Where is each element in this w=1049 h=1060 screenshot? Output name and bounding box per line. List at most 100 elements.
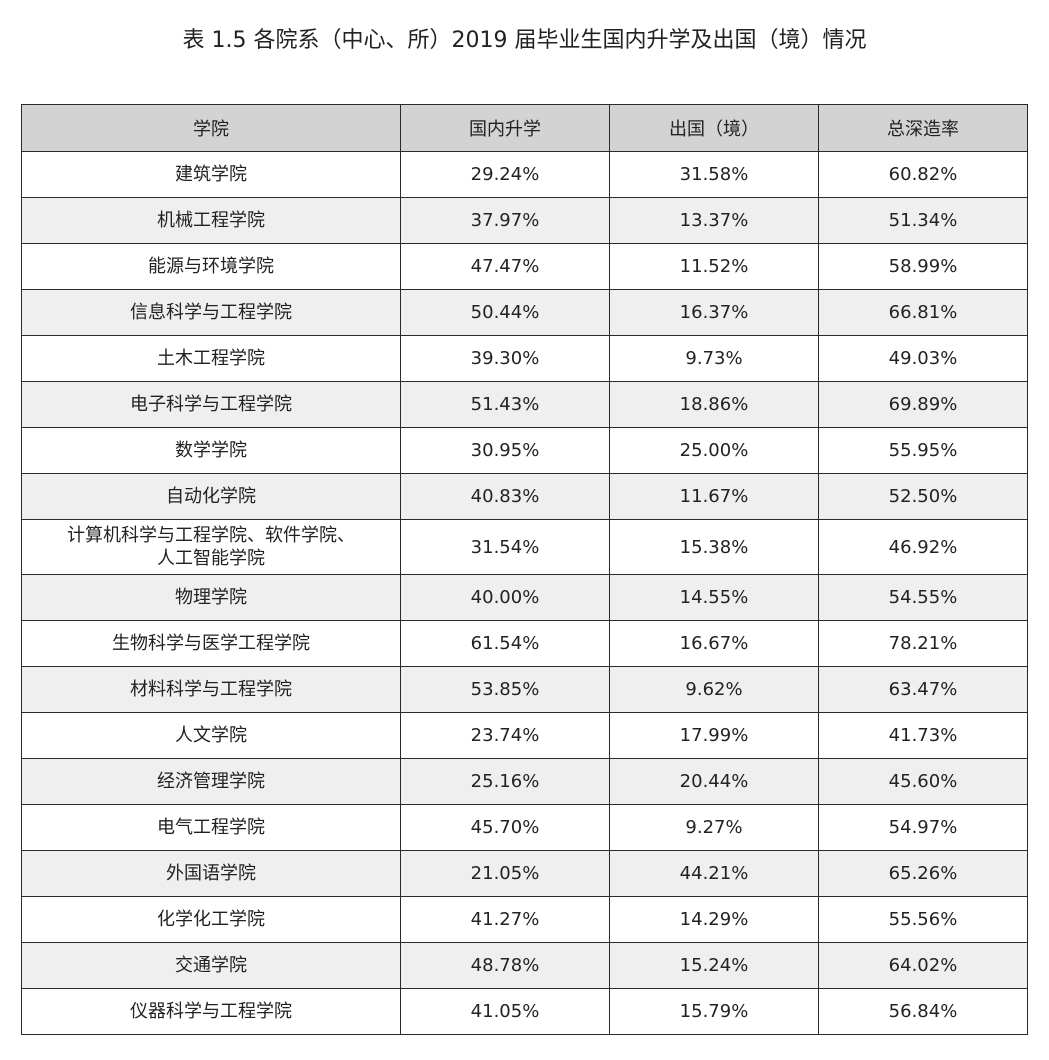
college-name: 数学学院: [175, 440, 247, 461]
cell-college: 数学学院: [21, 427, 401, 474]
cell-total: 46.92%: [818, 519, 1028, 575]
table-row: 化学化工学院 41.27% 14.29% 55.56%: [21, 896, 1028, 943]
cell-abroad: 15.79%: [609, 988, 819, 1035]
cell-domestic: 48.78%: [400, 942, 610, 989]
header-total: 总深造率: [818, 104, 1028, 152]
cell-abroad: 11.67%: [609, 473, 819, 520]
cell-total: 66.81%: [818, 289, 1028, 336]
cell-domestic: 41.05%: [400, 988, 610, 1035]
cell-college: 材料科学与工程学院: [21, 666, 401, 713]
table-row: 计算机科学与工程学院、软件学院、 人工智能学院 31.54% 15.38% 46.92%: [21, 519, 1028, 575]
cell-college: 经济管理学院: [21, 758, 401, 805]
table-title: 表 1.5 各院系（中心、所）2019 届毕业生国内升学及出国（境）情况: [182, 28, 867, 53]
graduate-study-table: 学院 国内升学 出国（境） 总深造率 建筑学院 29.24% 31.58% 60.82…: [21, 104, 1028, 1035]
cell-total: 56.84%: [818, 988, 1028, 1035]
college-name: 电子科学与工程学院: [130, 394, 292, 415]
table-body: 建筑学院 29.24% 31.58% 60.82% 机械工程学院 37.97% 13.37%…: [21, 151, 1028, 1035]
cell-abroad: 14.29%: [609, 896, 819, 943]
table-row: 数学学院 30.95% 25.00% 55.95%: [21, 427, 1028, 474]
table-row: 能源与环境学院 47.47% 11.52% 58.99%: [21, 243, 1028, 290]
cell-total: 69.89%: [818, 381, 1028, 428]
cell-total: 55.56%: [818, 896, 1028, 943]
cell-abroad: 44.21%: [609, 850, 819, 897]
table-row: 电子科学与工程学院 51.43% 18.86% 69.89%: [21, 381, 1028, 428]
college-name: 物理学院: [175, 587, 247, 608]
table-row: 电气工程学院 45.70% 9.27% 54.97%: [21, 804, 1028, 851]
college-name: 信息科学与工程学院: [130, 302, 292, 323]
cell-college: 自动化学院: [21, 473, 401, 520]
cell-domestic: 50.44%: [400, 289, 610, 336]
cell-domestic: 45.70%: [400, 804, 610, 851]
cell-total: 58.99%: [818, 243, 1028, 290]
table-row: 自动化学院 40.83% 11.67% 52.50%: [21, 473, 1028, 520]
cell-domestic: 23.74%: [400, 712, 610, 759]
college-name: 能源与环境学院: [148, 256, 274, 277]
cell-domestic: 41.27%: [400, 896, 610, 943]
cell-abroad: 15.38%: [609, 519, 819, 575]
cell-college: 电子科学与工程学院: [21, 381, 401, 428]
cell-domestic: 25.16%: [400, 758, 610, 805]
cell-total: 55.95%: [818, 427, 1028, 474]
college-name: 电气工程学院: [157, 817, 265, 838]
cell-abroad: 16.37%: [609, 289, 819, 336]
table-header: 学院 国内升学 出国（境） 总深造率: [21, 104, 1028, 152]
cell-abroad: 9.73%: [609, 335, 819, 382]
table-row: 人文学院 23.74% 17.99% 41.73%: [21, 712, 1028, 759]
header-college: 学院: [21, 104, 401, 152]
cell-abroad: 31.58%: [609, 151, 819, 198]
cell-college: 机械工程学院: [21, 197, 401, 244]
cell-college: 交通学院: [21, 942, 401, 989]
college-name-continued: 人工智能学院: [157, 548, 265, 569]
cell-domestic: 53.85%: [400, 666, 610, 713]
college-name: 材料科学与工程学院: [130, 679, 292, 700]
cell-domestic: 29.24%: [400, 151, 610, 198]
table-row: 外国语学院 21.05% 44.21% 65.26%: [21, 850, 1028, 897]
table-row: 信息科学与工程学院 50.44% 16.37% 66.81%: [21, 289, 1028, 336]
header-domestic: 国内升学: [400, 104, 610, 152]
cell-college: 物理学院: [21, 574, 401, 621]
cell-total: 63.47%: [818, 666, 1028, 713]
college-name: 经济管理学院: [157, 771, 265, 792]
cell-total: 54.55%: [818, 574, 1028, 621]
cell-total: 41.73%: [818, 712, 1028, 759]
cell-abroad: 14.55%: [609, 574, 819, 621]
cell-domestic: 40.83%: [400, 473, 610, 520]
cell-abroad: 16.67%: [609, 620, 819, 667]
cell-total: 51.34%: [818, 197, 1028, 244]
cell-college: 能源与环境学院: [21, 243, 401, 290]
cell-college: 电气工程学院: [21, 804, 401, 851]
table-row: 交通学院 48.78% 15.24% 64.02%: [21, 942, 1028, 989]
cell-abroad: 13.37%: [609, 197, 819, 244]
cell-domestic: 40.00%: [400, 574, 610, 621]
table-row: 生物科学与医学工程学院 61.54% 16.67% 78.21%: [21, 620, 1028, 667]
cell-domestic: 31.54%: [400, 519, 610, 575]
cell-abroad: 20.44%: [609, 758, 819, 805]
college-name: 计算机科学与工程学院、软件学院、: [67, 525, 355, 546]
cell-college: 信息科学与工程学院: [21, 289, 401, 336]
cell-abroad: 17.99%: [609, 712, 819, 759]
cell-domestic: 51.43%: [400, 381, 610, 428]
cell-college: 人文学院: [21, 712, 401, 759]
cell-total: 64.02%: [818, 942, 1028, 989]
college-name: 自动化学院: [166, 486, 256, 507]
cell-college: 计算机科学与工程学院、软件学院、 人工智能学院: [21, 519, 401, 575]
table-row: 土木工程学院 39.30% 9.73% 49.03%: [21, 335, 1028, 382]
cell-domestic: 30.95%: [400, 427, 610, 474]
header-row: 学院 国内升学 出国（境） 总深造率: [21, 104, 1028, 152]
cell-total: 65.26%: [818, 850, 1028, 897]
cell-domestic: 37.97%: [400, 197, 610, 244]
cell-abroad: 9.62%: [609, 666, 819, 713]
cell-total: 52.50%: [818, 473, 1028, 520]
college-name: 人文学院: [175, 725, 247, 746]
table-row: 建筑学院 29.24% 31.58% 60.82%: [21, 151, 1028, 198]
cell-college: 外国语学院: [21, 850, 401, 897]
table-row: 仪器科学与工程学院 41.05% 15.79% 56.84%: [21, 988, 1028, 1035]
college-name: 外国语学院: [166, 863, 256, 884]
college-name: 交通学院: [175, 955, 247, 976]
cell-college: 建筑学院: [21, 151, 401, 198]
cell-total: 45.60%: [818, 758, 1028, 805]
cell-college: 生物科学与医学工程学院: [21, 620, 401, 667]
cell-abroad: 25.00%: [609, 427, 819, 474]
table-row: 物理学院 40.00% 14.55% 54.55%: [21, 574, 1028, 621]
